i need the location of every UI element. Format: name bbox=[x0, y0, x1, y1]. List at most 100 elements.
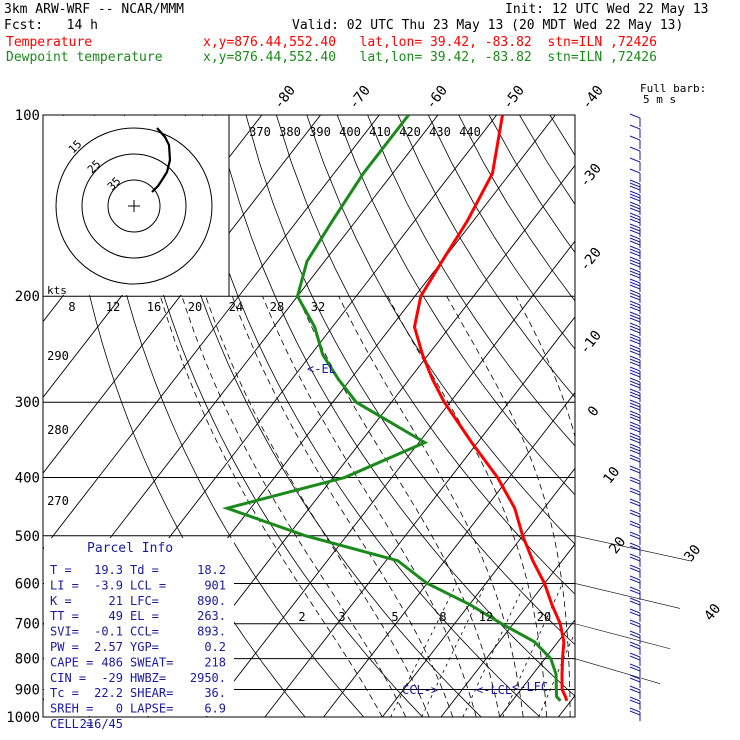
parcel-info-value: 6.9 bbox=[204, 702, 226, 716]
wind-barb bbox=[629, 344, 641, 350]
wind-barb bbox=[629, 597, 641, 603]
profile-annotation: <-LCL bbox=[476, 683, 512, 697]
wind-barb bbox=[629, 677, 641, 683]
wind-barb bbox=[629, 652, 641, 658]
parcel-info-value: 890. bbox=[197, 594, 226, 608]
theta-left-label: 270 bbox=[47, 494, 69, 508]
theta-label: 440 bbox=[459, 125, 481, 139]
wind-barb bbox=[629, 278, 641, 284]
parcel-info-key: SREH = bbox=[50, 702, 93, 716]
wind-barb bbox=[629, 377, 641, 383]
dry-adiabat bbox=[336, 115, 575, 496]
isotherm-line bbox=[735, 115, 740, 717]
wind-barb bbox=[629, 322, 641, 328]
isotherm-line bbox=[440, 543, 575, 717]
dry-adiabat bbox=[184, 115, 541, 717]
mixing-ratio-label: 3 bbox=[338, 610, 345, 624]
isotherm-label: -30 bbox=[577, 161, 605, 191]
wind-barb bbox=[629, 707, 641, 713]
wind-barb bbox=[629, 699, 641, 705]
wind-barb bbox=[629, 273, 641, 279]
barb-legend: Full barb: bbox=[640, 82, 706, 95]
pressure-label-200: 200 bbox=[15, 289, 40, 305]
isotherm-line bbox=[499, 619, 575, 717]
wind-barb bbox=[629, 179, 641, 185]
dewpoint-legend: Dewpoint temperature bbox=[6, 50, 163, 65]
parcel-info-value: 486 bbox=[101, 655, 123, 669]
wind-barb bbox=[629, 449, 641, 455]
parcel-info-key: CAPE = bbox=[50, 655, 93, 669]
hodo-speed-label: 32 bbox=[311, 300, 325, 314]
dewpoint-location: x,y=876.44,552.40 lat,lon= 39.42, -83.82… bbox=[203, 50, 657, 65]
isotherm-label: -20 bbox=[577, 245, 605, 275]
moist-adiabat bbox=[515, 296, 575, 439]
parcel-info-key: TT = bbox=[50, 609, 79, 623]
wind-barb bbox=[629, 589, 641, 595]
model-title: 3km ARW-WRF -- NCAR/MMM bbox=[4, 2, 185, 17]
parcel-info-value: 901 bbox=[204, 578, 226, 592]
dry-adiabat bbox=[732, 115, 740, 717]
temperature-legend: Temperature bbox=[6, 35, 93, 50]
dry-adiabat bbox=[276, 115, 575, 595]
parcel-info-key: HWBZ= bbox=[130, 671, 166, 685]
parcel-info-key: PW = bbox=[50, 640, 79, 654]
wind-barb bbox=[629, 182, 641, 188]
dewpoint-profile bbox=[221, 115, 562, 702]
parcel-info-key: SHEAR= bbox=[130, 686, 173, 700]
wind-barb bbox=[629, 215, 641, 221]
isotherm-line bbox=[381, 467, 575, 717]
dry-adiabat bbox=[124, 115, 423, 717]
parcel-info-value: 216/45 bbox=[80, 717, 123, 731]
moist-adiabat bbox=[262, 296, 477, 717]
temperature-location: x,y=876.44,552.40 lat,lon= 39.42, -83.82… bbox=[203, 35, 657, 50]
theta-label: 370 bbox=[249, 125, 271, 139]
mixing-ratio-label: 12 bbox=[479, 610, 493, 624]
isotherm-line bbox=[323, 391, 575, 717]
isotherm-label: -50 bbox=[500, 83, 528, 113]
theta-label: 380 bbox=[279, 125, 301, 139]
mixing-ratio-label: 20 bbox=[537, 610, 551, 624]
wind-barb bbox=[629, 498, 641, 504]
mixing-ratio-line bbox=[390, 583, 458, 717]
mixing-ratio-line bbox=[538, 631, 575, 717]
wind-barb bbox=[629, 578, 641, 584]
wind-barb bbox=[629, 424, 641, 430]
dry-adiabat bbox=[549, 115, 575, 157]
wind-barb bbox=[629, 380, 641, 386]
wind-barb bbox=[629, 328, 641, 334]
parcel-info-key: LAPSE= bbox=[130, 702, 173, 716]
wind-barb bbox=[629, 226, 641, 232]
wind-barb bbox=[629, 267, 641, 273]
init-time: Init: 12 UTC Wed 22 May 13 bbox=[505, 2, 709, 17]
dry-adiabat bbox=[306, 115, 575, 545]
pressure-label-800: 800 bbox=[15, 652, 40, 668]
wind-barb bbox=[629, 333, 641, 339]
wind-barb bbox=[629, 303, 641, 309]
wind-barb bbox=[629, 372, 641, 378]
pressure-label-900: 900 bbox=[15, 682, 40, 698]
wind-barb bbox=[629, 262, 641, 268]
moist-adiabat bbox=[181, 296, 407, 717]
isotherm-label: -70 bbox=[346, 83, 374, 113]
wind-barb bbox=[629, 339, 641, 345]
wind-barb bbox=[629, 674, 641, 680]
parcel-info-value: 0 bbox=[116, 702, 123, 716]
wind-barb bbox=[629, 696, 641, 702]
parcel-info-value: 0.2 bbox=[204, 640, 226, 654]
wind-barb bbox=[629, 358, 641, 364]
wind-barb bbox=[629, 229, 641, 235]
isotherm-line bbox=[43, 115, 380, 550]
parcel-info-key: SWEAT= bbox=[130, 655, 173, 669]
wind-barb bbox=[629, 476, 641, 482]
wind-barb bbox=[629, 443, 641, 449]
theta-left-label: 280 bbox=[47, 423, 69, 437]
parcel-info-value: 893. bbox=[197, 625, 226, 639]
wind-barb bbox=[629, 402, 641, 408]
hodograph-ring bbox=[107, 179, 161, 233]
mixing-ratio-line bbox=[502, 583, 563, 717]
wind-barb bbox=[629, 245, 641, 251]
wind-barb bbox=[629, 306, 641, 312]
wind-barb bbox=[629, 196, 641, 202]
dry-adiabat bbox=[154, 115, 482, 717]
moist-adiabat bbox=[338, 296, 524, 717]
